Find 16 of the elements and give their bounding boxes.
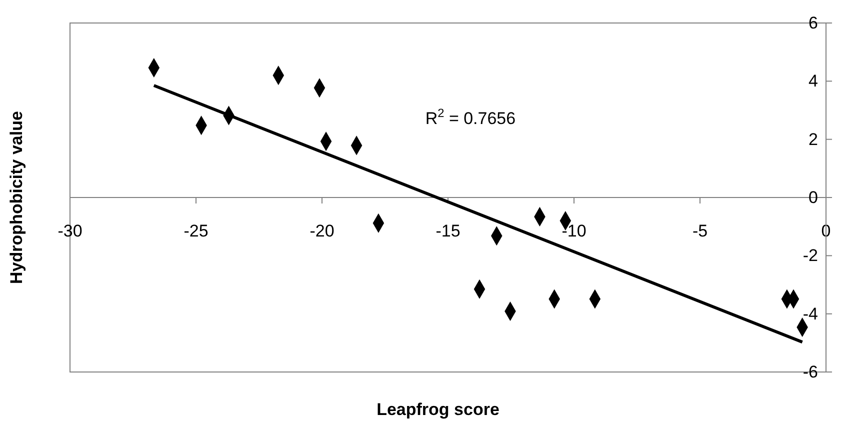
y-tick-label: 6 [808,13,818,32]
annotation: R$^{2}$ = 0.7656 [425,106,516,128]
x-tick-label: -10 [562,221,586,240]
y-tick-label: -4 [802,304,818,324]
x-tick-label: -5 [692,221,708,240]
y-tick-label: 4 [808,72,818,91]
x-tick-label: -20 [310,221,334,240]
y-tick-label: 0 [808,188,818,207]
y-axis-title: Hydrophobicity value [7,111,26,284]
x-tick-label: -15 [436,221,460,240]
x-tick-label: -30 [58,221,82,240]
x-axis-title: Leapfrog score [376,400,500,419]
y-tick-label: -6 [802,362,818,382]
x-tick-label: -25 [184,221,208,240]
y-tick-label: 2 [808,130,818,149]
y-tick-label: -2 [802,246,818,266]
